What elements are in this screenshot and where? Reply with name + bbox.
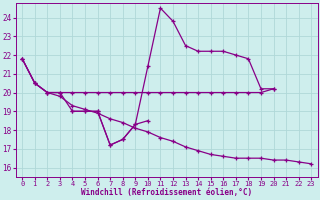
X-axis label: Windchill (Refroidissement éolien,°C): Windchill (Refroidissement éolien,°C) bbox=[81, 188, 252, 197]
